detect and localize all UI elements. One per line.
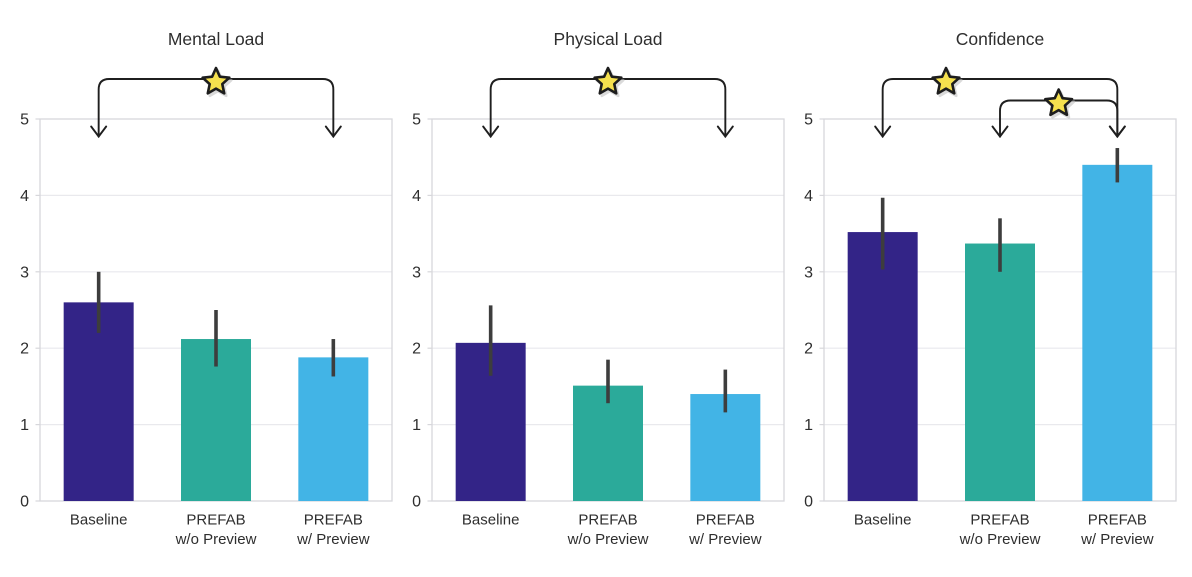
y-tick-label: 5 <box>804 112 813 129</box>
y-tick-label: 5 <box>412 112 421 129</box>
x-tick-label: w/ Preview <box>296 531 370 548</box>
y-tick-label: 4 <box>412 188 421 205</box>
x-tick-label: PREFAB <box>304 512 363 529</box>
y-tick-label: 1 <box>804 417 813 434</box>
bar-baseline <box>847 232 918 501</box>
x-tick-label: w/o Preview <box>567 531 649 548</box>
bar-prefab-w-preview <box>298 357 369 501</box>
y-tick-label: 1 <box>20 417 29 434</box>
x-tick-label: Baseline <box>70 512 128 529</box>
panel-title-confidence: Confidence <box>955 29 1045 49</box>
arrowhead-down-icon <box>324 125 342 139</box>
x-tick-label: w/o Preview <box>959 531 1041 548</box>
x-tick-label: Baseline <box>462 512 520 529</box>
bar-baseline <box>63 302 134 501</box>
bar-prefab-wo-preview <box>965 243 1035 502</box>
y-tick-label: 0 <box>804 494 813 511</box>
x-tick-label: PREFAB <box>970 512 1029 529</box>
y-tick-label: 2 <box>412 341 421 358</box>
y-tick-label: 4 <box>804 188 813 205</box>
x-tick-label: w/ Preview <box>688 531 762 548</box>
bar-prefab-w-preview <box>1082 164 1153 501</box>
x-tick-label: PREFAB <box>186 512 245 529</box>
significance-star-icon <box>931 66 963 98</box>
arrowhead-down-icon <box>716 125 734 139</box>
y-tick-label: 2 <box>20 341 29 358</box>
panel-mental-load: 0 1 2 3 4 5 Baseline PREFAB w/o Preview PREFAB w/ … <box>20 66 393 548</box>
y-tick-label: 2 <box>804 341 813 358</box>
panel-physical-load: 0 1 2 3 4 5 Baseline PREFAB w/o Preview PREFAB w/ … <box>412 66 785 548</box>
significance-star-icon <box>593 66 625 98</box>
arrowhead-down-icon <box>991 125 1009 139</box>
x-tick-label: w/o Preview <box>175 531 257 548</box>
y-tick-label: 5 <box>20 112 29 129</box>
arrowhead-down-icon <box>874 125 892 139</box>
y-tick-label: 3 <box>20 264 29 281</box>
arrowhead-down-icon <box>90 125 108 139</box>
x-tick-label: PREFAB <box>696 512 755 529</box>
x-tick-label: PREFAB <box>1088 512 1147 529</box>
y-tick-label: 0 <box>20 494 29 511</box>
panel-confidence: 0 1 2 3 4 5 Baseline PREFAB w/o Preview PREFAB w/ … <box>804 66 1177 548</box>
y-tick-label: 3 <box>412 264 421 281</box>
x-tick-label: Baseline <box>854 512 912 529</box>
x-tick-label: w/ Preview <box>1080 531 1154 548</box>
y-tick-label: 3 <box>804 264 813 281</box>
panel-title-physical-load: Physical Load <box>553 29 663 49</box>
x-tick-label: PREFAB <box>578 512 637 529</box>
y-tick-label: 1 <box>412 417 421 434</box>
arrowhead-down-icon <box>482 125 500 139</box>
significance-star-icon <box>1044 88 1076 119</box>
significance-star-icon <box>201 66 233 98</box>
panel-title-mental-load: Mental Load <box>167 29 265 49</box>
y-tick-label: 0 <box>412 494 421 511</box>
arrowhead-down-icon <box>1108 125 1126 139</box>
bar-prefab-wo-preview <box>573 385 643 501</box>
y-tick-label: 4 <box>20 188 29 205</box>
